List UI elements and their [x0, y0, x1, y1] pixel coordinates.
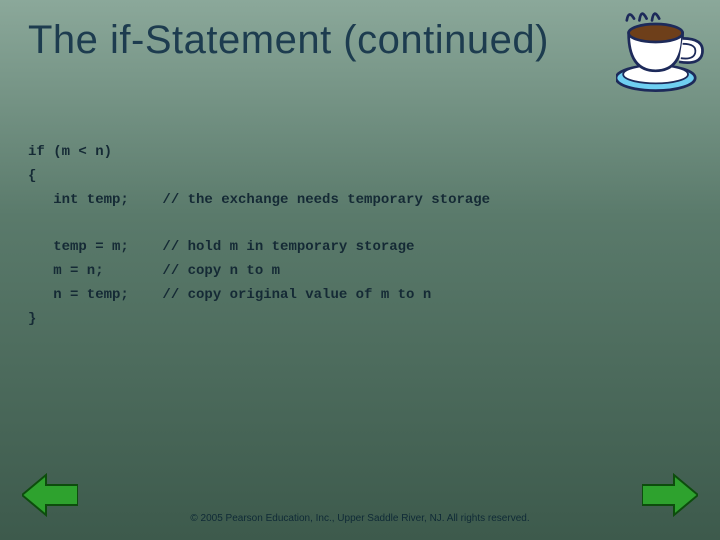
code-line: int temp; // the exchange needs temporar…: [28, 192, 490, 208]
code-block: if (m < n) { int temp; // the exchange n…: [28, 141, 692, 331]
code-line: }: [28, 311, 36, 327]
code-line: n = temp; // copy original value of m to…: [28, 287, 431, 303]
code-line: {: [28, 168, 36, 184]
coffee-cup-icon: [616, 6, 706, 96]
page-title: The if-Statement (continued): [28, 18, 692, 63]
code-line: if (m < n): [28, 144, 112, 160]
code-line: temp = m; // hold m in temporary storage: [28, 239, 414, 255]
slide: The if-Statement (continued) if (m < n) …: [0, 0, 720, 540]
copyright-footer: © 2005 Pearson Education, Inc., Upper Sa…: [0, 513, 720, 524]
code-line: m = n; // copy n to m: [28, 263, 280, 279]
